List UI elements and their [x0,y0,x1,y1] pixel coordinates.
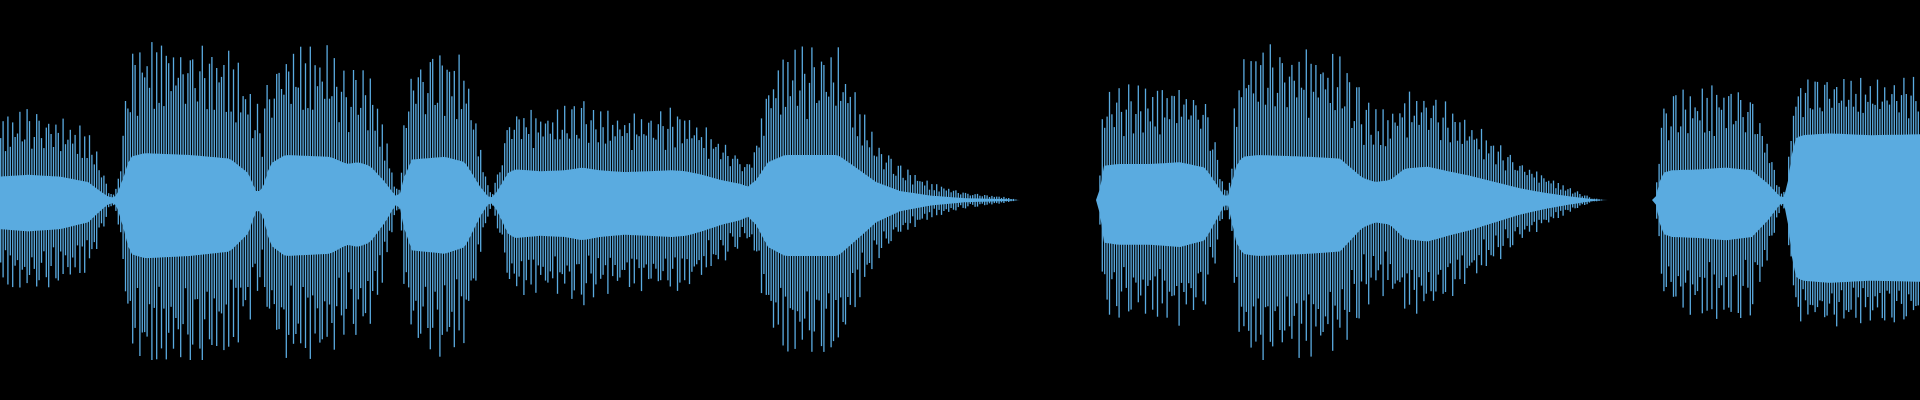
waveform-strokes [0,42,1919,361]
waveform-core-band [0,133,1920,283]
